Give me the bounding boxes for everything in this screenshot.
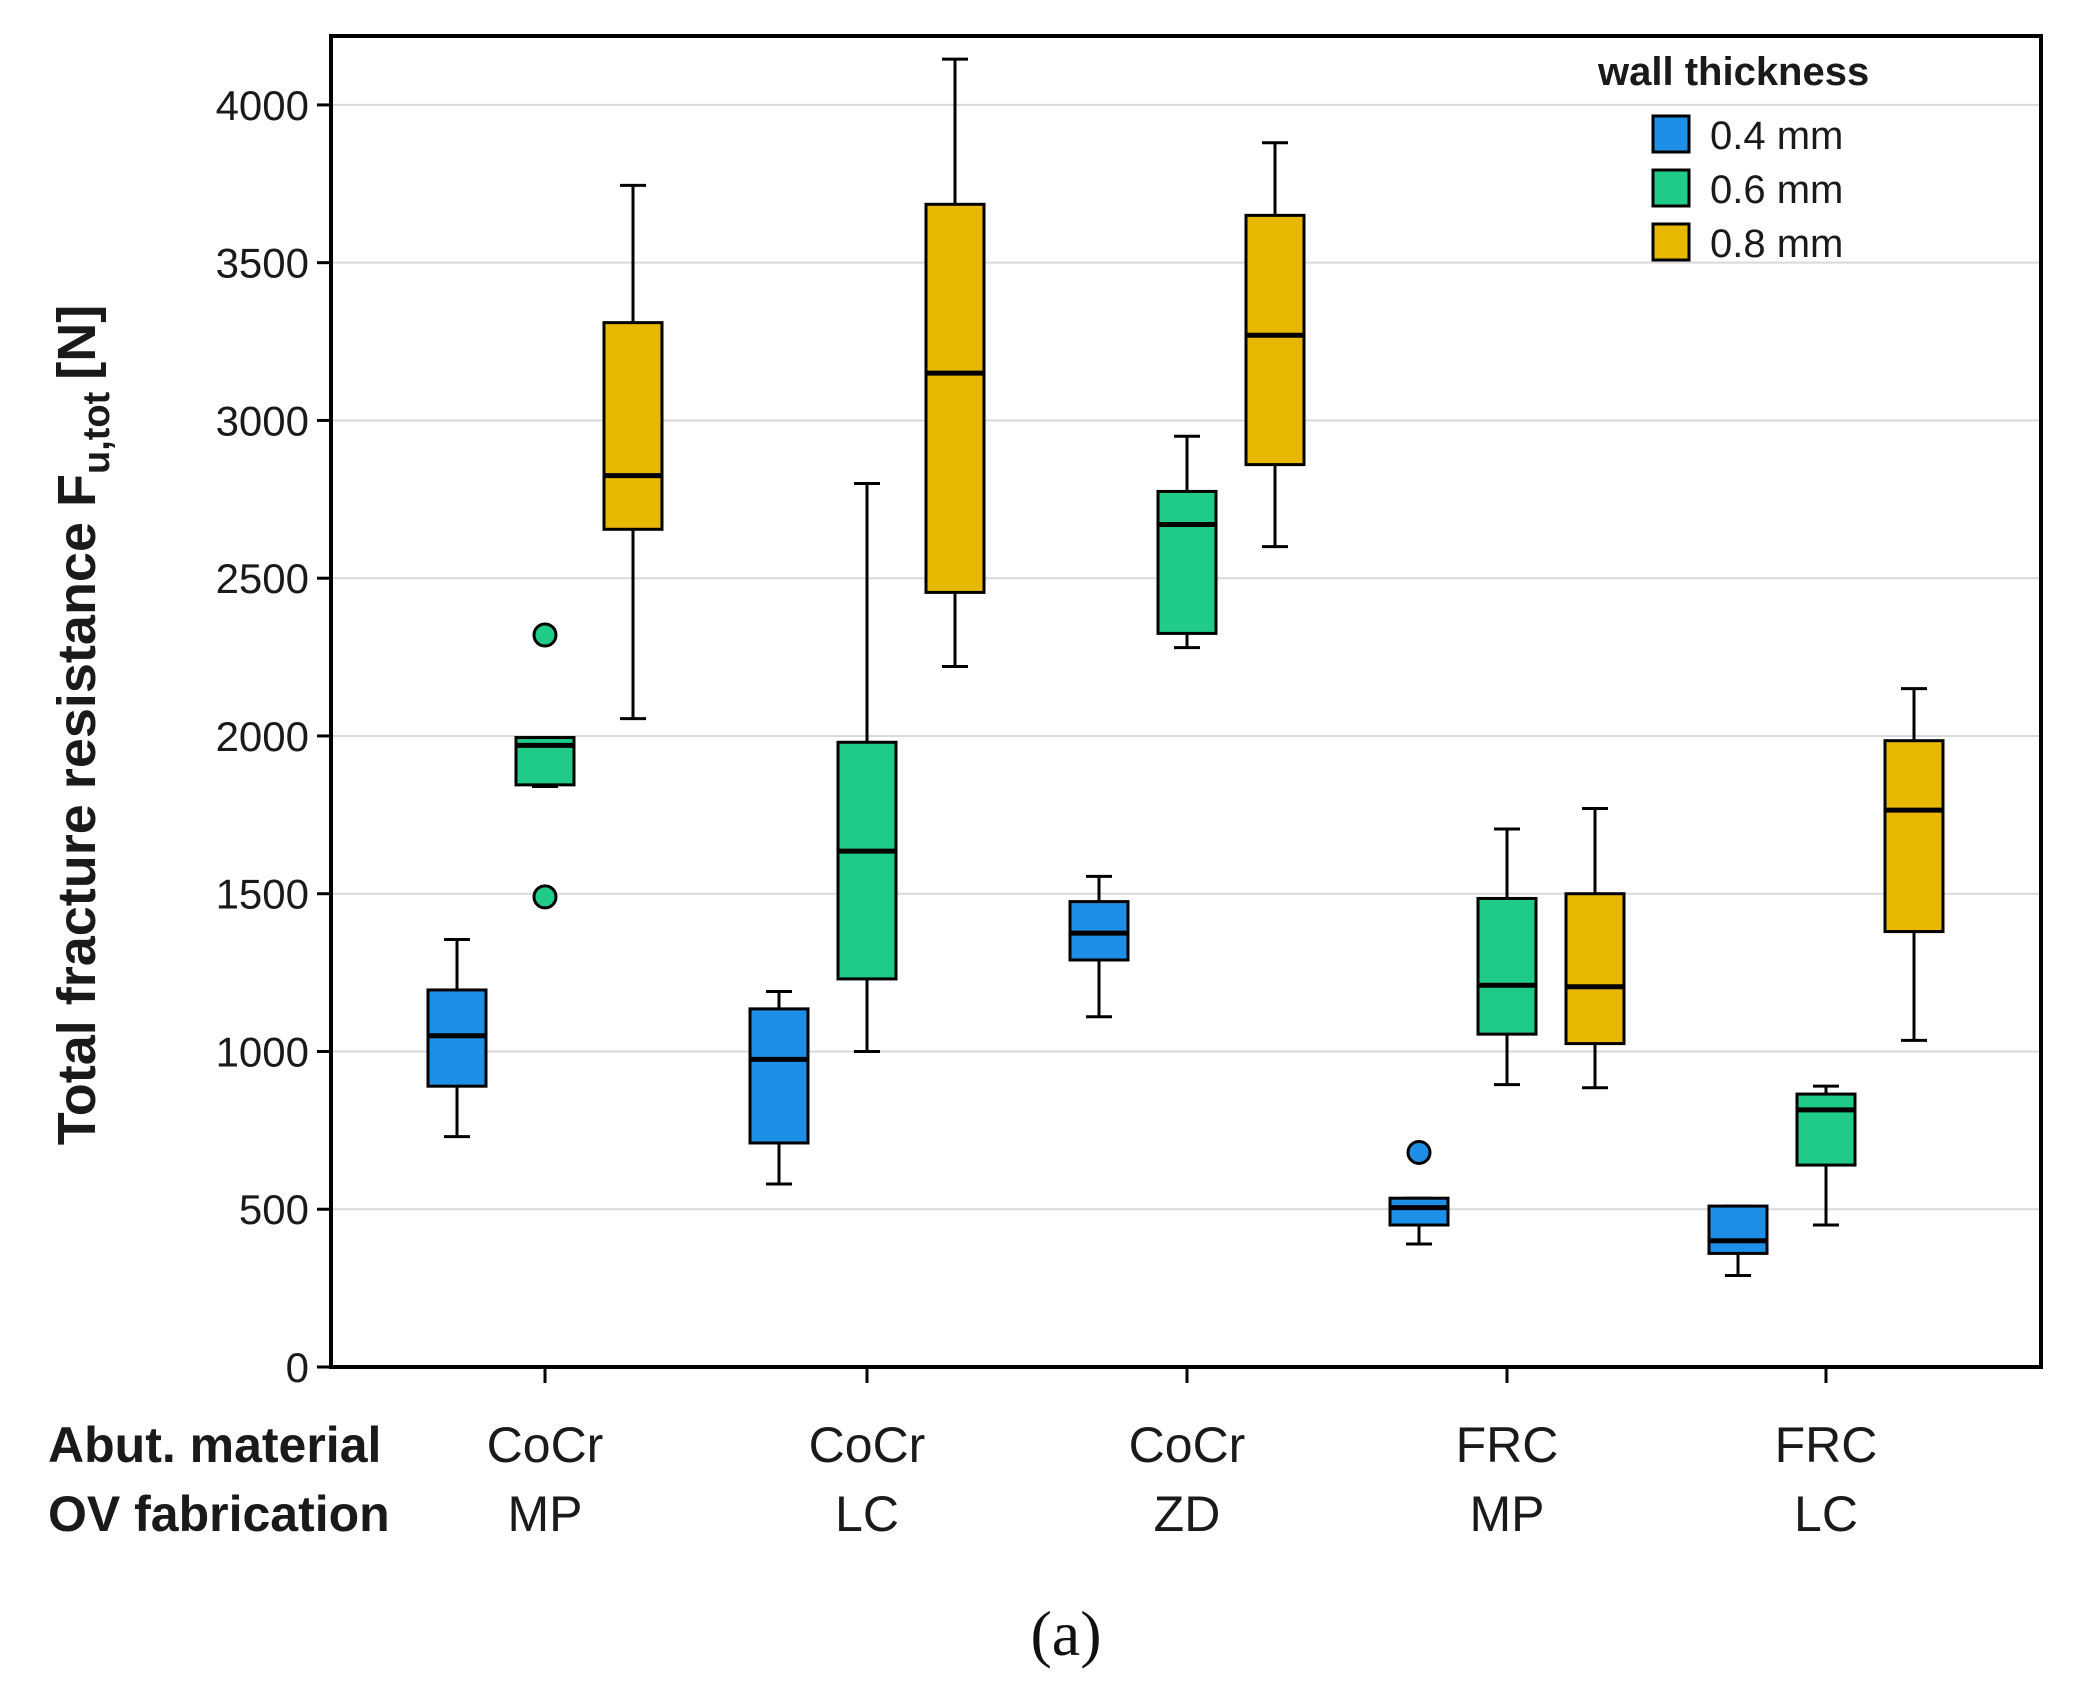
y-axis-title-subscript: u,tot [76, 391, 118, 474]
box-0.4mm-cat5 [1707, 1204, 1769, 1277]
box-0.4mm-cat1 [426, 937, 488, 1139]
box-0.8mm-cat3 [1244, 141, 1306, 549]
category-fabrication-2: LC [835, 1486, 899, 1542]
outlier-point-2 [532, 884, 558, 910]
box-0.6mm-cat4 [1476, 827, 1538, 1087]
y-tick-label-1000: 1000 [216, 1028, 309, 1075]
box-0.6mm-cat3 [1156, 434, 1218, 650]
category-fabrication-1: MP [508, 1486, 583, 1542]
y-tick-label-3500: 3500 [216, 240, 309, 287]
iqr-box [1156, 489, 1218, 635]
legend-swatch-0.4mm [1651, 114, 1691, 154]
iqr-box [1476, 896, 1538, 1036]
category-material-5: FRC [1775, 1417, 1878, 1473]
y-tick-label-2500: 2500 [216, 555, 309, 602]
iqr-box [1564, 892, 1626, 1046]
iqr-box [748, 1007, 810, 1145]
legend-swatch-0.6mm [1651, 168, 1691, 208]
figure-caption: (a) [1030, 1598, 1101, 1669]
box-0.4mm-cat2 [748, 990, 810, 1186]
y-axis-ticks: 0 500 1000 1500 2000 2500 3000 3500 4000 [216, 82, 331, 1391]
y-tick-label-0: 0 [286, 1344, 309, 1391]
x-axis-ticks [543, 1367, 1828, 1383]
row-label-ov-fabrication: OV fabrication [48, 1486, 390, 1542]
iqr-box [1388, 1196, 1450, 1227]
category-material-3: CoCr [1129, 1417, 1246, 1473]
y-tick-label-1500: 1500 [216, 871, 309, 918]
box-0.6mm-cat2 [836, 482, 898, 1053]
iqr-box [1883, 739, 1945, 934]
iqr-box [1244, 213, 1306, 467]
box-0.8mm-cat1 [602, 183, 664, 721]
y-tick-label-4000: 4000 [216, 82, 309, 129]
box-0.6mm-cat5 [1795, 1084, 1857, 1227]
legend-label-0.6mm: 0.6 mm [1710, 168, 1843, 212]
category-material-4: FRC [1456, 1417, 1559, 1473]
iqr-box [836, 740, 898, 981]
y-tick-label-500: 500 [239, 1186, 309, 1233]
y-tick-label-2000: 2000 [216, 713, 309, 760]
box-0.4mm-cat4 [1388, 1139, 1450, 1246]
gridlines [331, 103, 2041, 1211]
box-0.8mm-cat4 [1564, 807, 1626, 1090]
box-0.6mm-cat1 [514, 622, 576, 910]
y-axis-title-unit: [N] [47, 305, 107, 380]
y-axis-title: Total fracture resistance Fu,tot [N] [47, 305, 118, 1146]
outlier-point-1 [532, 622, 558, 648]
iqr-box [1707, 1204, 1769, 1255]
category-material-1: CoCr [487, 1417, 604, 1473]
category-fabrication-3: ZD [1154, 1486, 1221, 1542]
box-0.4mm-cat3 [1068, 874, 1130, 1019]
category-fabrication-4: MP [1470, 1486, 1545, 1542]
legend-label-0.4mm: 0.4 mm [1710, 114, 1843, 158]
category-fabrication-5: LC [1794, 1486, 1858, 1542]
legend-label-0.8mm: 0.8 mm [1710, 222, 1843, 266]
y-tick-label-3000: 3000 [216, 397, 309, 444]
box-0.8mm-cat2 [924, 57, 986, 669]
row-label-abut-material: Abut. material [48, 1417, 381, 1473]
legend-swatch-0.8mm [1651, 222, 1691, 262]
legend: wall thickness 0.4 mm 0.6 mm 0.8 mm [1597, 50, 1869, 266]
box-0.8mm-cat5 [1883, 687, 1945, 1042]
box-series [426, 57, 1945, 1277]
iqr-box [1795, 1092, 1857, 1167]
y-axis-title-main: Total fracture resistance F [47, 474, 107, 1145]
legend-title: wall thickness [1597, 50, 1869, 94]
category-material-2: CoCr [809, 1417, 926, 1473]
iqr-box [602, 321, 664, 531]
outlier-point-1 [1406, 1139, 1432, 1165]
iqr-box [924, 202, 986, 594]
